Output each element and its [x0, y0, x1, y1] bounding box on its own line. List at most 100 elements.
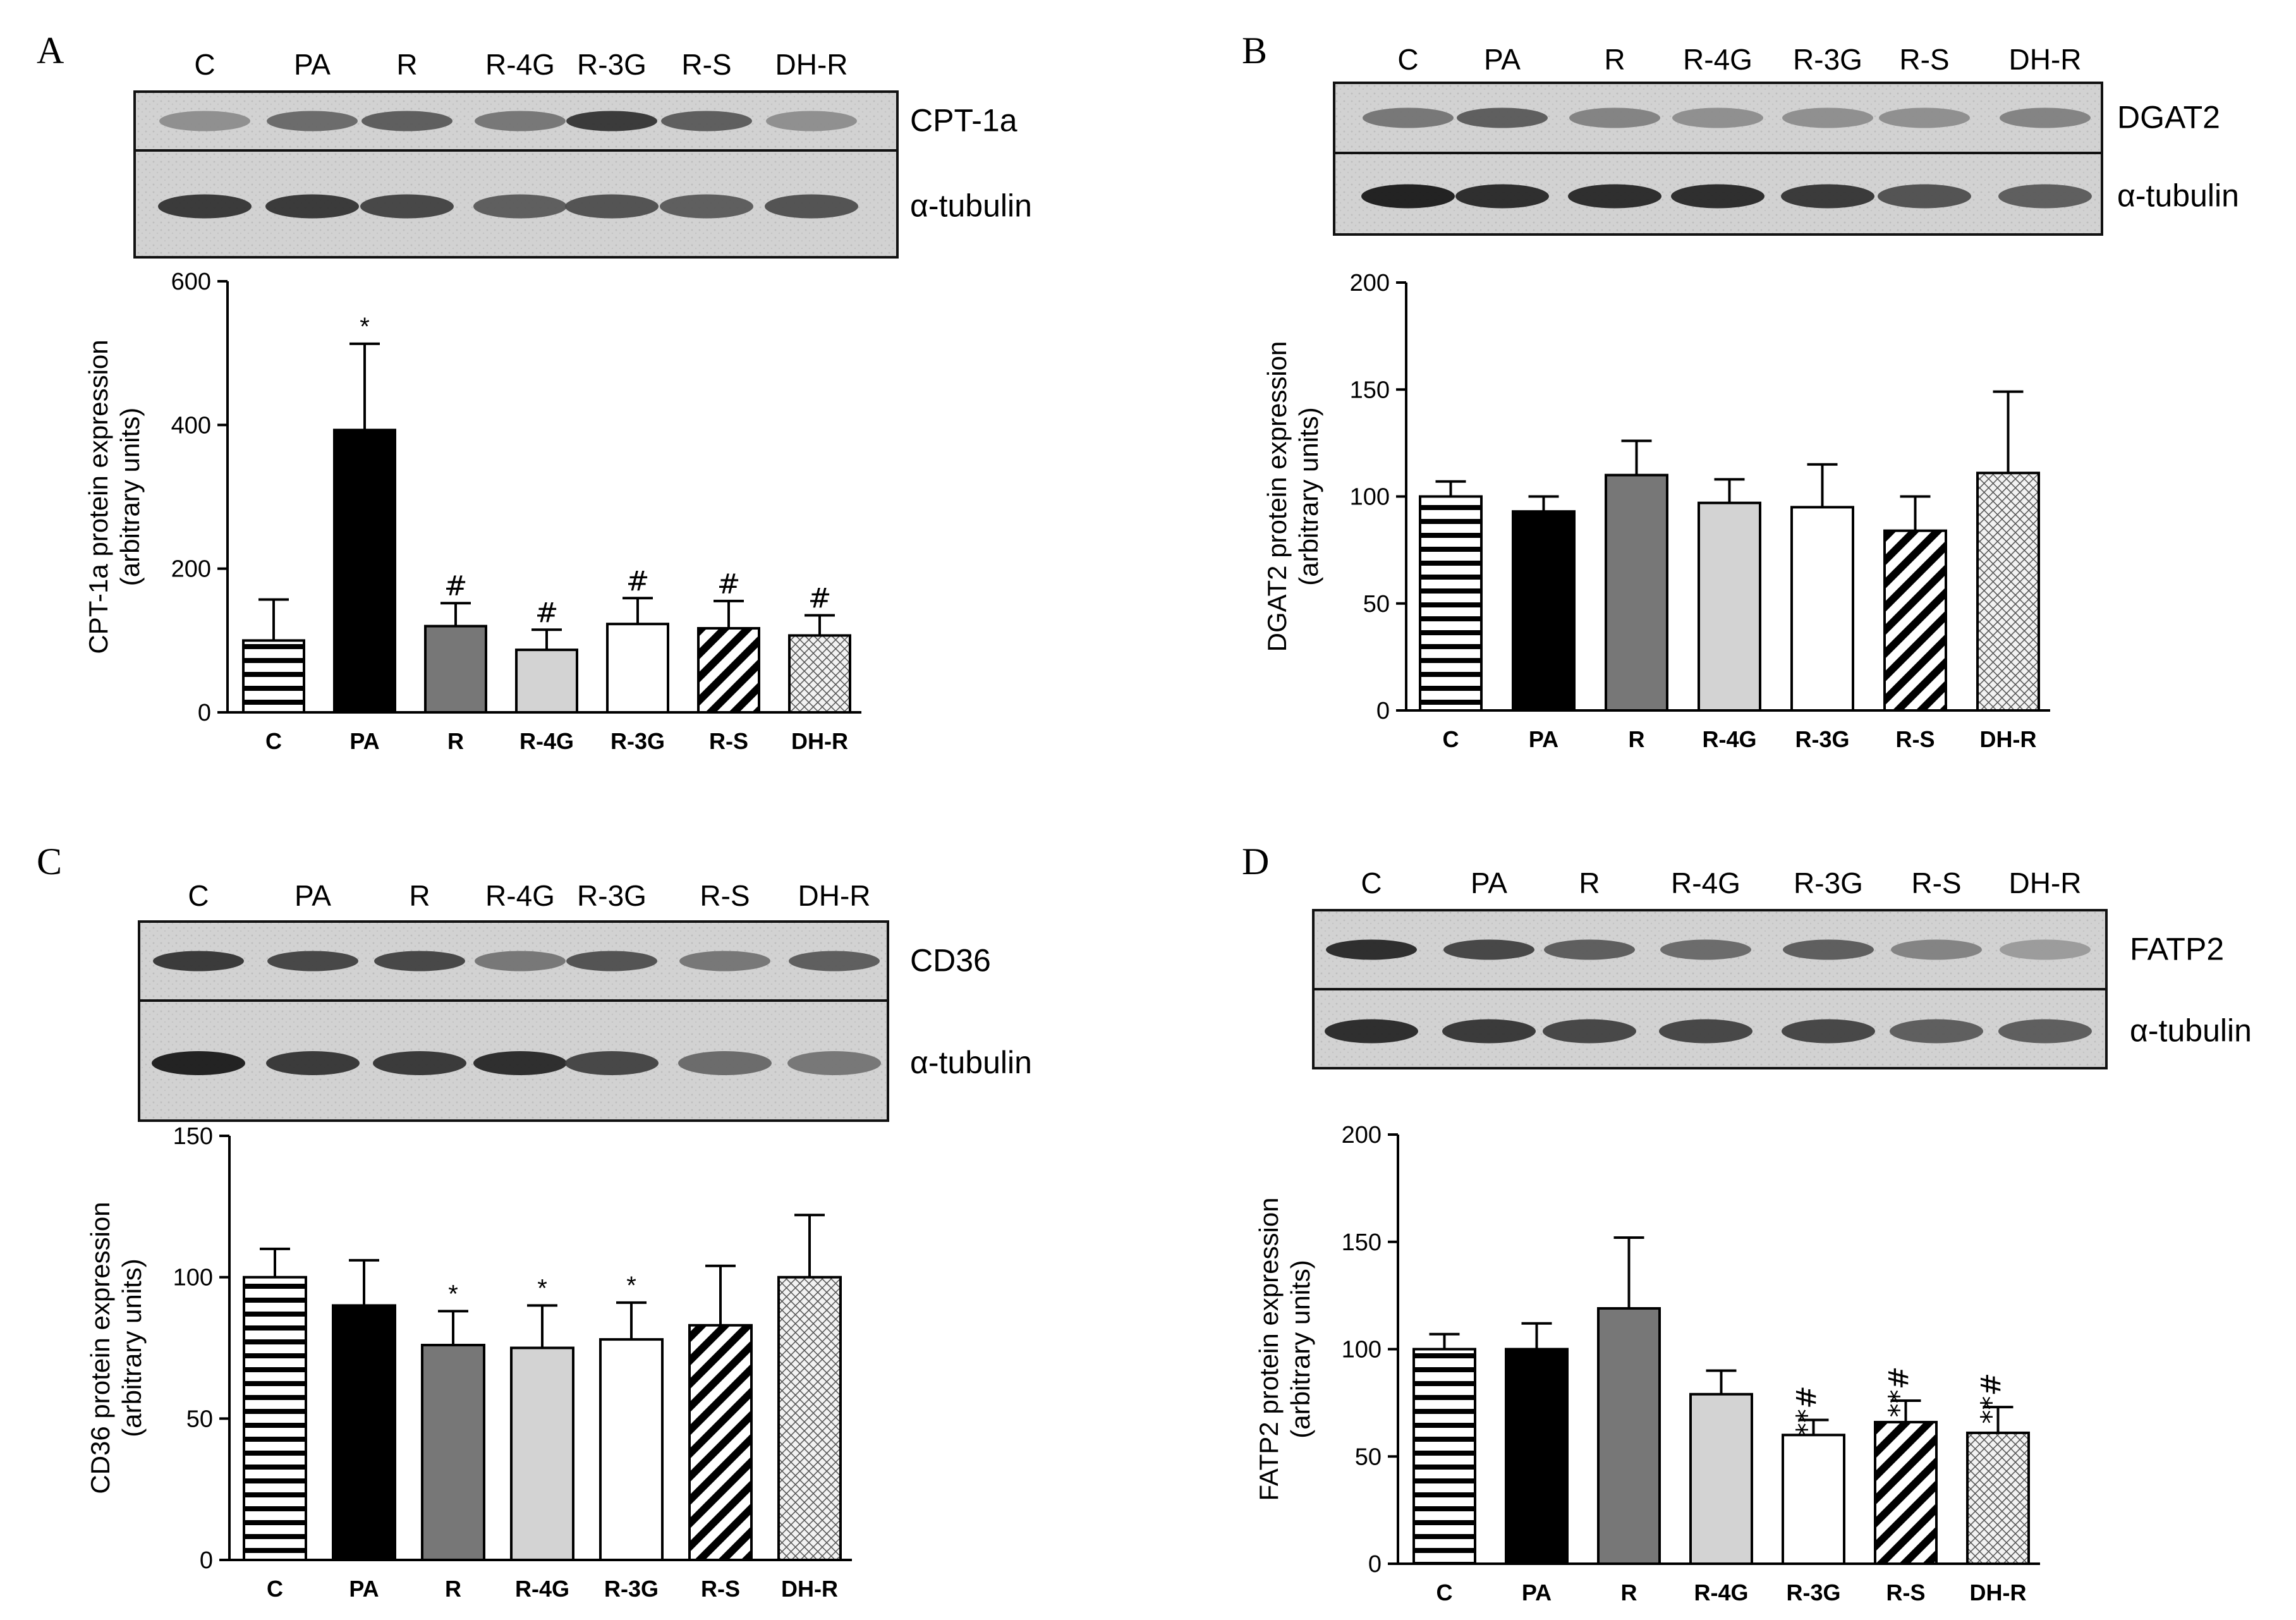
panel-letter: A: [37, 30, 64, 71]
lane-label: R: [1604, 43, 1625, 76]
panel-d: D C PA R R-4G R-3G R-S DH-R FATP2 α-tubulin 0 50 100…: [1242, 841, 2252, 1605]
y-tick-label: 0: [1376, 698, 1390, 724]
y-tick-label: 150: [1350, 377, 1390, 403]
tubulin-band: [373, 1051, 466, 1075]
protein-band: [2000, 107, 2091, 128]
lane-label: R-S: [700, 879, 750, 912]
tubulin-band: [765, 194, 858, 219]
y-tick-label: 50: [186, 1406, 213, 1432]
y-axis-subtitle: (arbitrary units): [1285, 1260, 1315, 1438]
tubulin-band: [1455, 184, 1549, 209]
lane-label: C: [1361, 867, 1382, 899]
significance-marker: **#: [1976, 1373, 2008, 1424]
protein-band: [159, 111, 250, 131]
y-tick-label: 600: [171, 269, 211, 295]
y-tick-label: 100: [173, 1265, 213, 1291]
lane-label: R: [396, 48, 417, 81]
bar: [243, 1276, 307, 1561]
y-axis-subtitle: (arbitrary units): [115, 408, 145, 586]
x-category-label: R-S: [1886, 1580, 1926, 1605]
tubulin-band: [152, 1051, 245, 1075]
tubulin-band: [1543, 1019, 1636, 1044]
tubulin-band: [473, 1051, 567, 1075]
x-category-label: PA: [1522, 1580, 1552, 1605]
x-category-label: PA: [349, 728, 379, 754]
loading-control-label: α-tubulin: [2130, 1013, 2252, 1049]
x-category-label: R-3G: [1795, 726, 1849, 752]
panel-b: B C PA R R-4G R-3G R-S DH-R DGAT2 α-tubulin 0 50 100…: [1242, 30, 2239, 752]
bar-chart: 0 200 400 600 CPT-1a protein expression (arbi…: [83, 269, 861, 754]
y-tick-label: 200: [171, 556, 211, 583]
bar: [1874, 1420, 1938, 1565]
lane-label: R-S: [1899, 43, 1949, 76]
y-tick-label: 150: [173, 1123, 213, 1150]
bar: [777, 1276, 842, 1561]
x-category-label: R: [1629, 726, 1645, 752]
bar: [788, 634, 851, 714]
tubulin-band: [1442, 1019, 1536, 1044]
panel-letter: C: [37, 841, 62, 882]
y-axis-title: DGAT2 protein expression: [1262, 341, 1292, 652]
western-blot: [138, 920, 889, 1122]
x-category-label: R: [445, 1576, 461, 1602]
blot-label: CPT-1a: [910, 103, 1017, 138]
western-blot: [1312, 909, 2108, 1069]
bar: [1782, 1434, 1845, 1566]
x-category-label: R-S: [701, 1576, 740, 1602]
x-category-label: DH-R: [1980, 726, 2037, 752]
bar: [1790, 506, 1854, 712]
significance-marker: *: [537, 1274, 547, 1302]
x-category-label: C: [1437, 1580, 1453, 1605]
lane-label: R-3G: [577, 879, 647, 912]
y-tick-label: 200: [1342, 1122, 1382, 1148]
bar: [599, 1338, 664, 1562]
protein-band: [374, 951, 465, 971]
significance-marker: #: [444, 570, 468, 602]
bar: [242, 639, 305, 714]
tubulin-band: [1782, 1019, 1875, 1044]
x-category-label: R-3G: [610, 728, 665, 754]
x-category-label: C: [1443, 726, 1459, 752]
bar-chart: 0 50 100 150 CD36 protein expression (arbitra…: [85, 1123, 852, 1602]
bar: [1883, 529, 1947, 712]
tubulin-band: [1361, 184, 1455, 209]
protein-band: [153, 951, 244, 971]
y-tick-label: 150: [1342, 1229, 1382, 1256]
tubulin-band: [1659, 1019, 1752, 1044]
significance-marker: *: [626, 1272, 636, 1300]
y-tick-label: 50: [1363, 591, 1390, 618]
panel-c: C C PA R R-4G R-3G R-S DH-R CD36 α-tubulin 0 50 100 1…: [37, 841, 1032, 1602]
significance-marker: **#: [1791, 1386, 1823, 1437]
lane-label: R-4G: [485, 879, 555, 912]
x-category-label: R-4G: [519, 728, 574, 754]
bar: [1698, 501, 1761, 712]
x-category-label: DH-R: [1970, 1580, 2027, 1605]
significance-marker: *: [448, 1280, 458, 1308]
tubulin-band: [660, 194, 753, 219]
x-category-label: R-3G: [604, 1576, 659, 1602]
protein-band: [1783, 939, 1874, 960]
x-category-label: R-S: [709, 728, 748, 754]
protein-band: [475, 951, 566, 971]
bar: [697, 627, 760, 714]
y-axis-subtitle: (arbitrary units): [117, 1258, 147, 1437]
lane-label: R-4G: [1683, 43, 1752, 76]
bar-chart: 0 50 100 150 200 DGAT2 protein expression (arb…: [1262, 270, 2050, 752]
y-axis-subtitle: (arbitrary units): [1294, 407, 1323, 585]
lane-label: DH-R: [775, 48, 848, 81]
protein-band: [1879, 107, 1970, 128]
x-category-label: R-4G: [515, 1576, 569, 1602]
bar: [606, 623, 669, 714]
x-category-label: PA: [349, 1576, 379, 1602]
tubulin-band: [678, 1051, 772, 1075]
lane-label: C: [1397, 43, 1418, 76]
x-category-label: R-3G: [1786, 1580, 1840, 1605]
blot-label: CD36: [910, 943, 991, 978]
x-category-label: R: [447, 728, 464, 754]
lane-label: R-4G: [485, 48, 555, 81]
panel-letter: D: [1242, 841, 1269, 882]
y-tick-label: 100: [1342, 1337, 1382, 1363]
tubulin-band: [473, 194, 567, 219]
bar: [515, 649, 578, 714]
tubulin-band: [565, 194, 659, 219]
